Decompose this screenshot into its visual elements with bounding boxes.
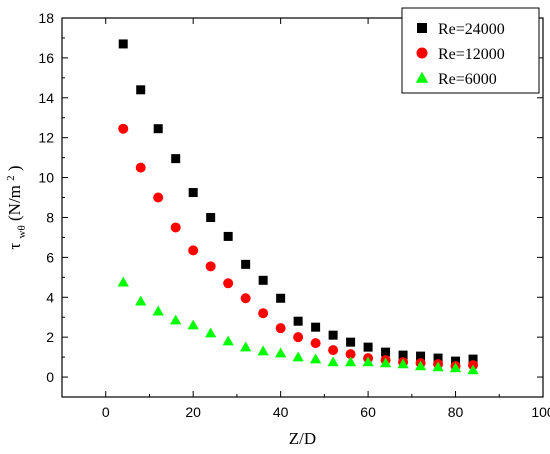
y-tick-label: 18 [38,10,54,26]
y-tick-label: 0 [46,369,54,385]
x-tick-label: 80 [448,404,464,420]
data-point [153,192,164,203]
data-point [188,245,199,256]
data-point [152,305,164,316]
data-point [136,85,146,95]
data-point [346,337,356,347]
legend-label: Re=24000 [438,21,505,38]
legend: Re=24000 Re=12000 Re=6000 [401,7,540,94]
y-axis-title-unit-superscript: 2 [5,175,17,181]
y-axis-title-subscript: wθ [16,225,28,238]
x-tick-label: 60 [360,404,376,420]
data-point [468,354,478,364]
data-point [188,188,198,198]
data-point [118,123,129,134]
data-point [344,356,357,367]
data-point [205,261,216,272]
data-point [467,364,479,375]
data-point [222,335,234,346]
x-tick-label: 40 [273,404,289,420]
legend-marker [416,47,428,59]
data-point [276,293,286,303]
data-point [398,350,408,360]
data-point [327,356,339,367]
y-tick-label: 10 [38,170,54,186]
y-tick-label: 16 [38,50,54,66]
data-point [240,341,252,352]
y-tick-label: 2 [46,329,54,345]
data-point [449,362,462,373]
legend-label: Re=6000 [438,71,497,88]
y-tick-label: 8 [46,209,54,225]
data-point [432,361,444,372]
data-point [187,319,199,330]
data-point [362,356,374,367]
data-point [363,342,373,352]
data-point [379,357,392,368]
y-axis-title: τ wθ (N/m 2 ) [0,165,29,249]
y-tick-label: 14 [38,90,54,106]
data-point [205,327,217,338]
data-point [275,323,286,334]
data-point [223,231,233,241]
axis-titles: Z/D τ wθ (N/m 2 ) [0,165,316,448]
data-point [153,124,163,134]
data-point [293,332,304,343]
x-axis-title: Z/D [289,429,316,448]
y-tick-label: 4 [46,289,54,305]
y-tick-label: 6 [46,249,54,265]
series-triangle [117,276,479,375]
data-point [293,316,303,326]
data-point [170,314,182,325]
plot-frame [61,17,544,398]
y-axis-title-main: τ [5,243,24,250]
y-axis-title-unit-suffix: ) [5,165,24,171]
data-point [241,259,251,269]
data-point [292,351,304,362]
data-point [257,345,269,356]
data-point [310,338,321,349]
legend-label: Re=12000 [438,46,505,63]
axes: 0 20 40 60 80 100 0 2 4 6 8 10 12 14 16 18 [38,10,550,420]
x-tick-label: 100 [531,404,550,420]
data-point [309,353,322,364]
y-tick-label: 12 [38,130,54,146]
data-point [258,308,269,319]
legend-marker [415,71,429,83]
data-point [240,293,251,304]
data-points [117,39,479,375]
data-point [416,351,426,361]
data-point [170,222,181,233]
x-tick-label: 20 [185,404,201,420]
data-point [206,212,216,222]
legend-marker [417,23,427,33]
data-point [433,353,443,363]
data-point [414,360,427,371]
data-point [135,295,147,306]
data-point [135,162,146,173]
data-point [258,275,268,285]
y-axis-title-unit: (N/m [5,185,24,221]
data-point [381,347,391,357]
data-point [118,39,128,49]
data-point [171,154,181,164]
data-point [397,358,409,369]
x-tick-label: 0 [102,404,110,420]
data-point [328,345,339,356]
data-point [345,349,356,360]
data-point [223,278,234,289]
data-point [275,347,287,358]
data-point [311,322,321,332]
data-point [328,330,338,340]
data-point [117,276,129,287]
